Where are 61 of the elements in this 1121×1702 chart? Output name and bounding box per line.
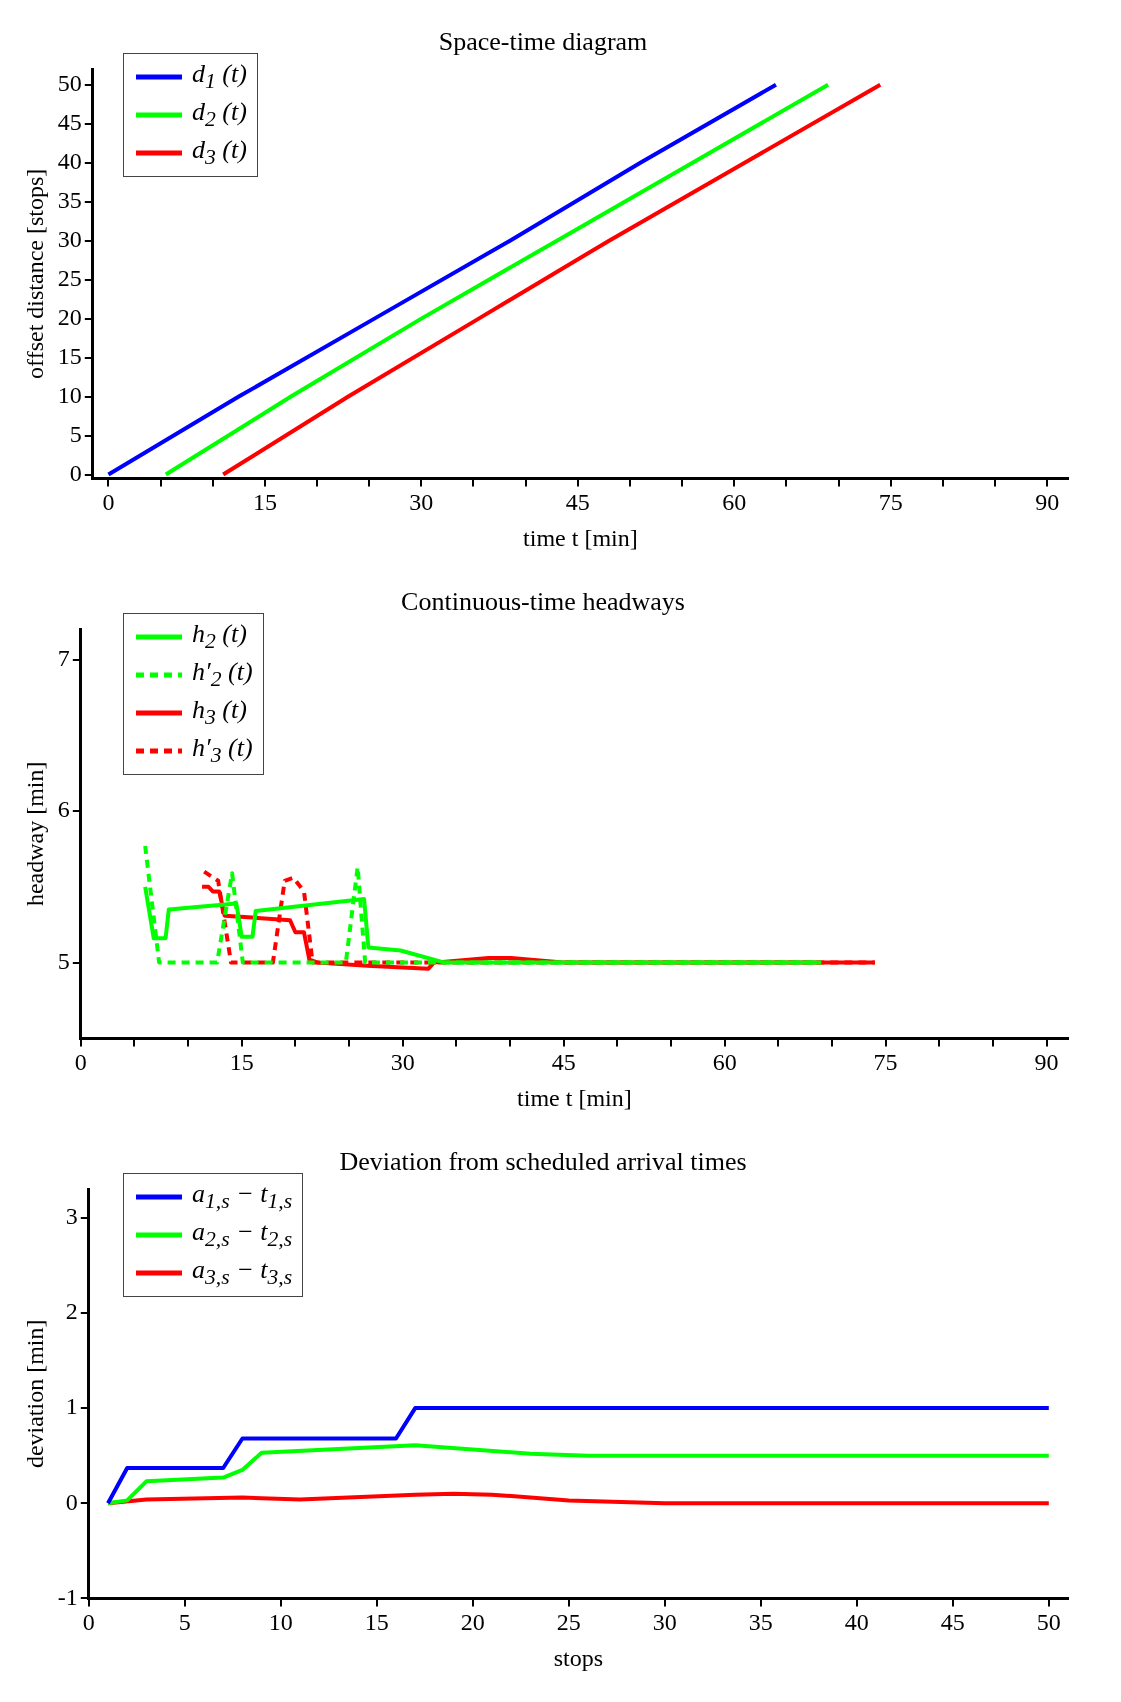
x-tick-label: 60	[722, 489, 747, 516]
x-tick-label: 35	[748, 1609, 773, 1636]
legend-label: h$_{3}$ (t)	[192, 695, 247, 731]
chart-title: Deviation from scheduled arrival times	[339, 1147, 747, 1177]
y-tick-label: 5	[69, 420, 82, 447]
x-tick-label: 50	[1036, 1609, 1061, 1636]
y-tick-label: 10	[57, 381, 82, 408]
x-tick-label: 30	[652, 1609, 677, 1636]
y-tick-label: 15	[57, 342, 82, 369]
y-tick-label: -1	[57, 1583, 78, 1610]
x-tick-label: 45	[940, 1609, 965, 1636]
x-tick-label: 60	[712, 1049, 737, 1076]
x-axis-title: time t [min]	[523, 524, 638, 551]
legend-label: d$_{3}$ (t)	[192, 135, 247, 171]
chart-title: Continuous-time headways	[401, 587, 685, 617]
x-tick-label: 90	[1034, 1049, 1059, 1076]
legend-label: h$_{2}$ (t)	[192, 619, 247, 655]
x-tick-label: 90	[1035, 489, 1060, 516]
x-tick-label: 30	[409, 489, 434, 516]
y-tick-label: 0	[65, 1488, 78, 1515]
y-tick-label: 40	[57, 148, 82, 175]
x-tick-label: 30	[390, 1049, 415, 1076]
x-axis-title: time t [min]	[517, 1084, 632, 1111]
y-tick-label: 3	[65, 1203, 78, 1230]
y-axis-title: deviation [min]	[21, 1319, 48, 1469]
x-tick-label: 10	[268, 1609, 293, 1636]
legend-label: d$_{1}$ (t)	[192, 59, 247, 95]
x-tick-label: 15	[364, 1609, 389, 1636]
y-tick-label: 45	[57, 109, 82, 136]
y-tick-label: 35	[57, 187, 82, 213]
x-tick-label: 20	[460, 1609, 485, 1636]
x-tick-label: 45	[565, 489, 590, 516]
legend-label: d$_{2}$ (t)	[192, 97, 247, 133]
y-tick-label: 50	[57, 70, 82, 97]
x-tick-label: 0	[102, 489, 115, 516]
y-tick-label: 1	[65, 1393, 78, 1420]
legend-label: a$_{2,s}$ − t$_{2,s}$	[192, 1217, 293, 1253]
y-tick-label: 6	[57, 796, 70, 823]
legend-label: a$_{1,s}$ − t$_{1,s}$	[192, 1179, 293, 1215]
y-tick-label: 2	[65, 1298, 78, 1325]
y-tick-label: 5	[57, 947, 70, 974]
x-tick-label: 5	[178, 1609, 191, 1636]
x-tick-label: 75	[878, 489, 903, 516]
x-tick-label: 25	[556, 1609, 581, 1636]
x-tick-label: 75	[873, 1049, 898, 1076]
x-tick-label: 40	[844, 1609, 869, 1636]
legend-label: h′$_{3}$ (t)	[192, 733, 253, 769]
y-axis-title: headway [min]	[21, 761, 48, 907]
y-tick-label: 20	[57, 303, 82, 330]
y-tick-label: 0	[69, 459, 82, 486]
x-tick-label: 15	[252, 489, 277, 516]
x-tick-label: 15	[229, 1049, 254, 1076]
y-axis-title: offset distance [stops]	[21, 168, 48, 379]
y-tick-label: 25	[57, 264, 82, 291]
y-tick-label: 7	[57, 644, 70, 671]
chart-title: Space-time diagram	[438, 27, 648, 57]
y-tick-label: 30	[57, 225, 82, 252]
x-tick-label: 45	[551, 1049, 576, 1076]
legend-label: h′$_{2}$ (t)	[192, 657, 253, 693]
legend-label: a$_{3,s}$ − t$_{3,s}$	[192, 1255, 293, 1291]
x-axis-title: stops	[553, 1644, 604, 1671]
